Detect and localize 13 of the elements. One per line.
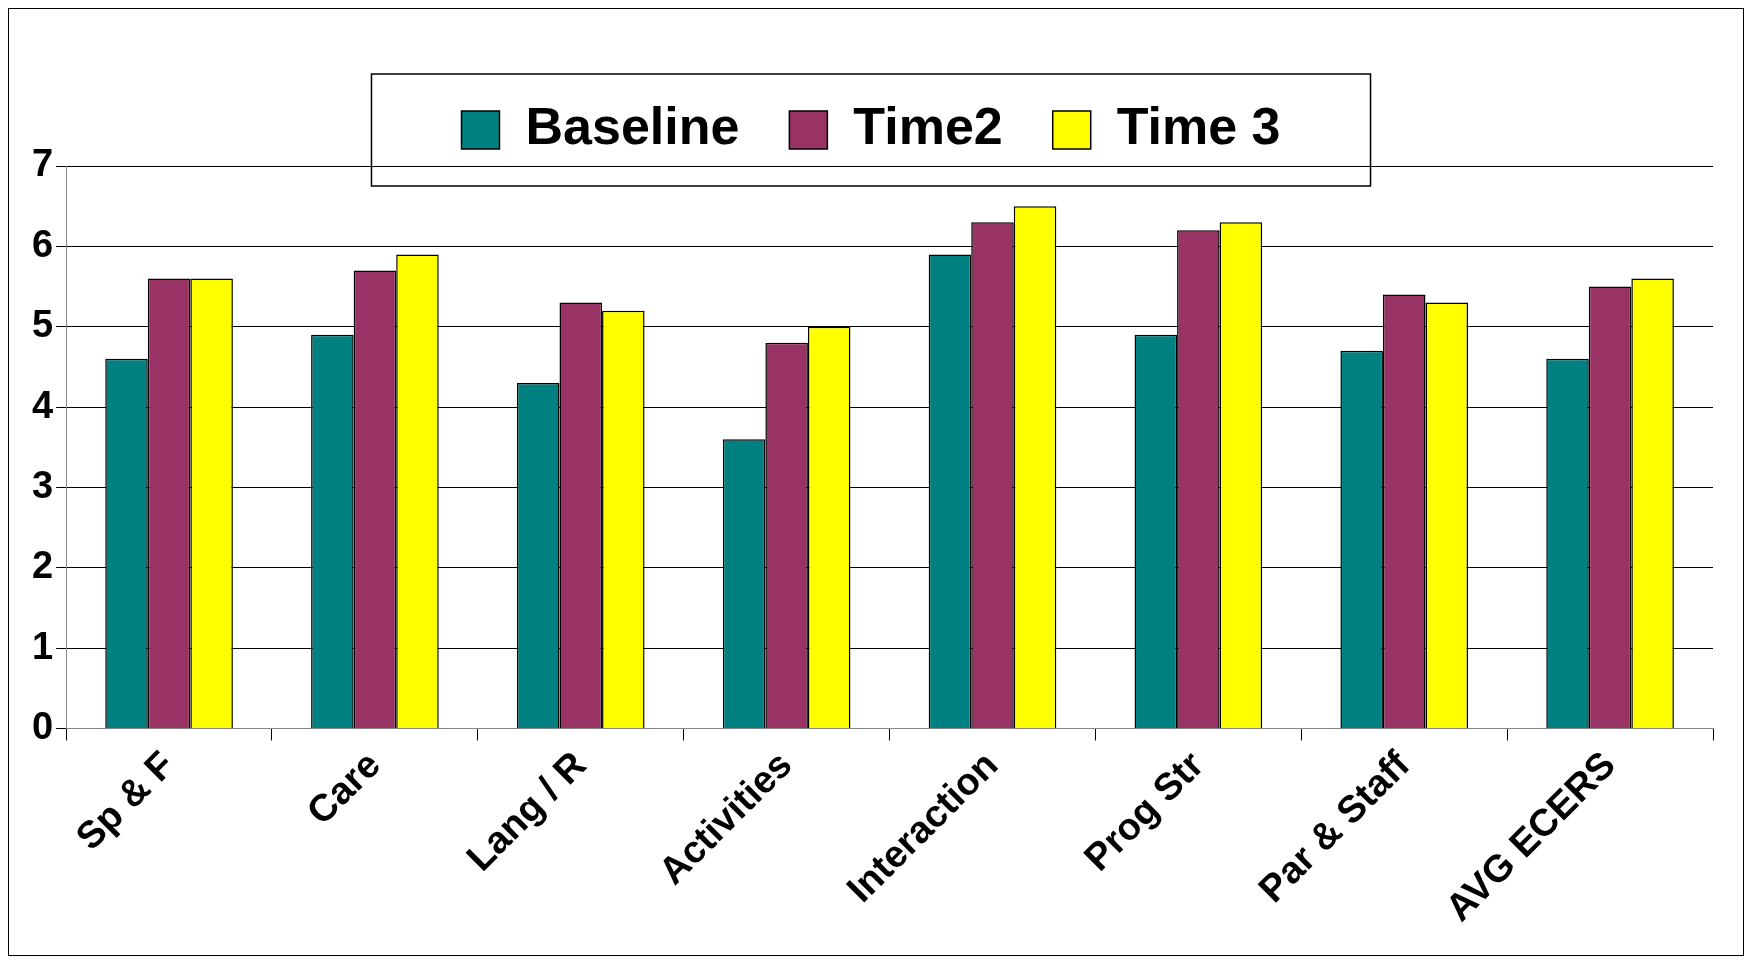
y-tick-label: 0 [31, 704, 54, 747]
y-tick-label: 2 [31, 544, 54, 587]
x-tick-label: Sp & F [67, 742, 183, 858]
legend-label: Baseline [525, 97, 740, 156]
y-tick-label: 5 [31, 303, 54, 346]
legend-label: Time2 [853, 97, 1003, 156]
x-tick-label: Care [298, 742, 388, 833]
y-tick-label: 3 [31, 463, 54, 506]
legend-label: Time 3 [1116, 97, 1281, 156]
y-tick-label: 6 [31, 222, 54, 265]
y-tick-label: 7 [31, 142, 54, 185]
y-tick-label: 4 [31, 383, 54, 426]
y-tick-label: 1 [31, 624, 54, 667]
